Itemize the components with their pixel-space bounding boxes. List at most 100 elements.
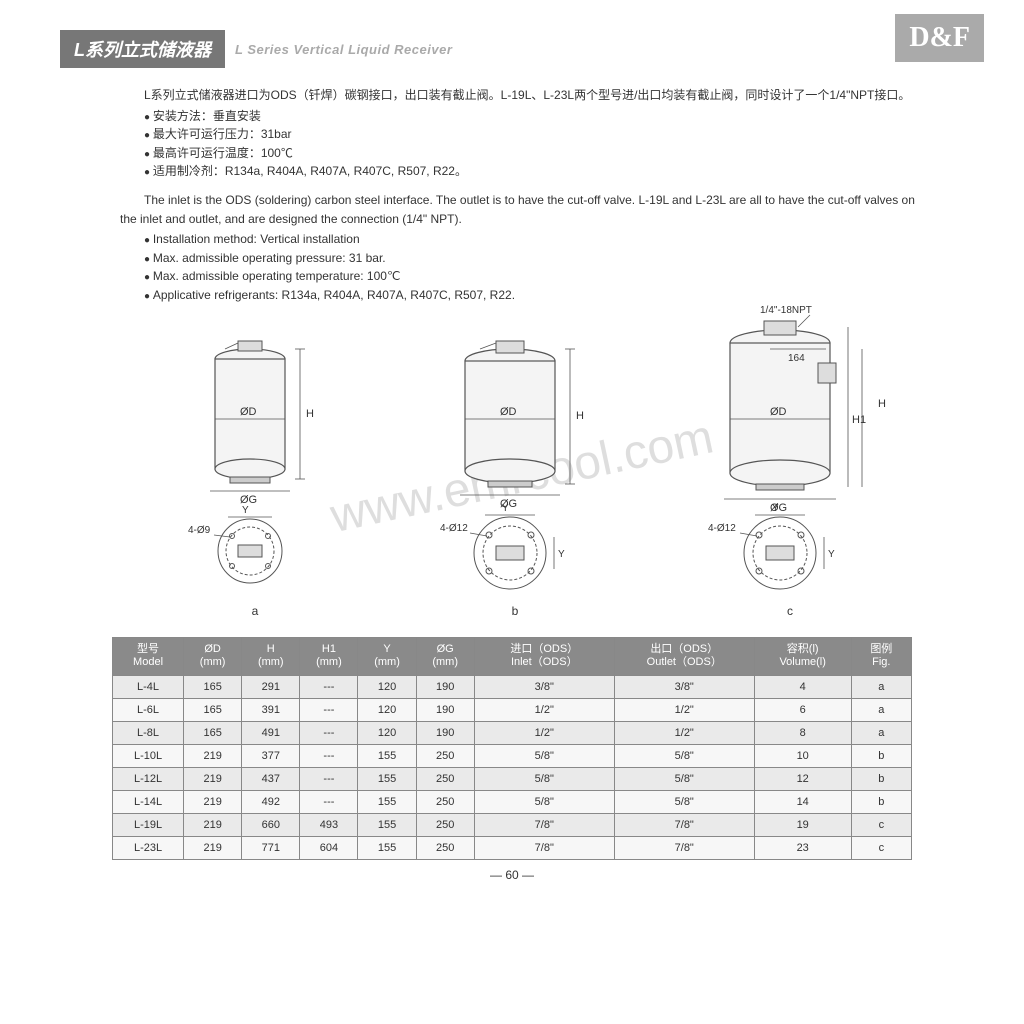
table-cell: 190: [416, 722, 474, 745]
table-cell: 219: [184, 791, 242, 814]
figure-label-c: c: [670, 604, 910, 618]
table-row: L-10L219377---1552505/8"5/8"10b: [113, 745, 912, 768]
table-cell: L-14L: [113, 791, 184, 814]
intro-cn-bullet: 最高许可运行温度：100℃: [144, 144, 924, 163]
table-cell: ---: [300, 676, 358, 699]
table-cell: 120: [358, 722, 416, 745]
table-cell: 155: [358, 837, 416, 860]
table-header-row: 型号ModelØD(mm)H(mm)H1(mm)Y(mm)ØG(mm)进口（OD…: [113, 637, 912, 676]
intro-chinese: L系列立式储液器进口为ODS（钎焊）碳钢接口，出口装有截止阀。L-19L、L-2…: [120, 86, 924, 181]
svg-text:4-Ø9: 4-Ø9: [188, 525, 211, 536]
svg-text:H: H: [878, 398, 886, 410]
intro-en-para: The inlet is the ODS (soldering) carbon …: [120, 191, 924, 228]
table-cell: 391: [242, 699, 300, 722]
table-cell: 1/2": [614, 722, 754, 745]
table-row: L-8L165491---1201901/2"1/2"8a: [113, 722, 912, 745]
table-cell: b: [851, 745, 911, 768]
table-cell: 165: [184, 676, 242, 699]
table-row: L-12L219437---1552505/8"5/8"12b: [113, 768, 912, 791]
table-cell: 155: [358, 814, 416, 837]
table-header-cell: ØD(mm): [184, 637, 242, 676]
svg-text:H1: H1: [852, 414, 866, 426]
table-cell: 5/8": [474, 745, 614, 768]
table-row: L-4L165291---1201903/8"3/8"4a: [113, 676, 912, 699]
table-cell: 12: [754, 768, 851, 791]
svg-text:4-Ø12: 4-Ø12: [708, 523, 736, 534]
table-cell: 8: [754, 722, 851, 745]
table-cell: 492: [242, 791, 300, 814]
table-cell: 155: [358, 768, 416, 791]
svg-text:ØD: ØD: [770, 406, 787, 418]
intro-cn-bullet: 安装方法：垂直安装: [144, 107, 924, 126]
table-cell: 23: [754, 837, 851, 860]
table-cell: 6: [754, 699, 851, 722]
table-cell: 5/8": [614, 745, 754, 768]
table-cell: 219: [184, 837, 242, 860]
table-header-cell: 容积(l)Volume(l): [754, 637, 851, 676]
table-cell: L-4L: [113, 676, 184, 699]
table-cell: 5/8": [474, 791, 614, 814]
table-cell: 250: [416, 814, 474, 837]
intro-en-bullet: Max. admissible operating temperature: 1…: [144, 267, 924, 286]
table-cell: 155: [358, 791, 416, 814]
table-cell: b: [851, 768, 911, 791]
table-header-cell: 型号Model: [113, 637, 184, 676]
table-cell: ---: [300, 745, 358, 768]
table-header-cell: H1(mm): [300, 637, 358, 676]
svg-text:ØD: ØD: [500, 406, 517, 418]
table-cell: L-6L: [113, 699, 184, 722]
table-cell: 165: [184, 699, 242, 722]
svg-text:1/4"-18NPT: 1/4"-18NPT: [760, 305, 812, 316]
svg-text:Y: Y: [828, 549, 835, 560]
diagram-figure-b: ØD H ØG Y 4-Ø12 Y: [410, 319, 620, 599]
svg-text:Y: Y: [502, 503, 509, 514]
table-cell: a: [851, 722, 911, 745]
specifications-table: 型号ModelØD(mm)H(mm)H1(mm)Y(mm)ØG(mm)进口（OD…: [112, 637, 912, 861]
svg-text:4-Ø12: 4-Ø12: [440, 523, 468, 534]
table-cell: 250: [416, 837, 474, 860]
table-cell: 377: [242, 745, 300, 768]
table-cell: 493: [300, 814, 358, 837]
table-cell: 250: [416, 768, 474, 791]
table-cell: 7/8": [474, 837, 614, 860]
table-row: L-6L165391---1201901/2"1/2"6a: [113, 699, 912, 722]
table-cell: 4: [754, 676, 851, 699]
intro-en-bullet: Installation method: Vertical installati…: [144, 230, 924, 249]
diagram-figure-a: ØD H ØG Y 4-Ø9: [160, 319, 350, 599]
table-cell: 437: [242, 768, 300, 791]
table-cell: ---: [300, 768, 358, 791]
table-cell: 3/8": [614, 676, 754, 699]
table-cell: 3/8": [474, 676, 614, 699]
brand-logo: D&F: [895, 14, 984, 62]
table-cell: 1/2": [474, 722, 614, 745]
table-header-cell: ØG(mm): [416, 637, 474, 676]
table-cell: a: [851, 699, 911, 722]
table-cell: 660: [242, 814, 300, 837]
table-cell: ---: [300, 722, 358, 745]
table-cell: 250: [416, 791, 474, 814]
table-cell: L-19L: [113, 814, 184, 837]
table-cell: 5/8": [474, 768, 614, 791]
table-cell: 190: [416, 676, 474, 699]
table-cell: 120: [358, 699, 416, 722]
page-number: — 60 —: [60, 868, 964, 882]
intro-english: The inlet is the ODS (soldering) carbon …: [120, 191, 924, 305]
table-cell: 491: [242, 722, 300, 745]
table-header-cell: 进口（ODS）Inlet（ODS）: [474, 637, 614, 676]
table-cell: 219: [184, 768, 242, 791]
table-row: L-23L2197716041552507/8"7/8"23c: [113, 837, 912, 860]
table-cell: 190: [416, 699, 474, 722]
svg-text:Y: Y: [772, 503, 779, 514]
table-cell: 250: [416, 745, 474, 768]
table-cell: 155: [358, 745, 416, 768]
table-cell: ---: [300, 791, 358, 814]
table-header-cell: Y(mm): [358, 637, 416, 676]
title-english: L Series Vertical Liquid Receiver: [235, 42, 452, 57]
table-cell: a: [851, 676, 911, 699]
figure-label-a: a: [160, 604, 350, 618]
table-cell: b: [851, 791, 911, 814]
table-cell: 1/2": [474, 699, 614, 722]
intro-cn-bullet: 适用制冷剂：R134a, R404A, R407A, R407C, R507, …: [144, 162, 924, 181]
table-cell: c: [851, 814, 911, 837]
table-cell: 165: [184, 722, 242, 745]
